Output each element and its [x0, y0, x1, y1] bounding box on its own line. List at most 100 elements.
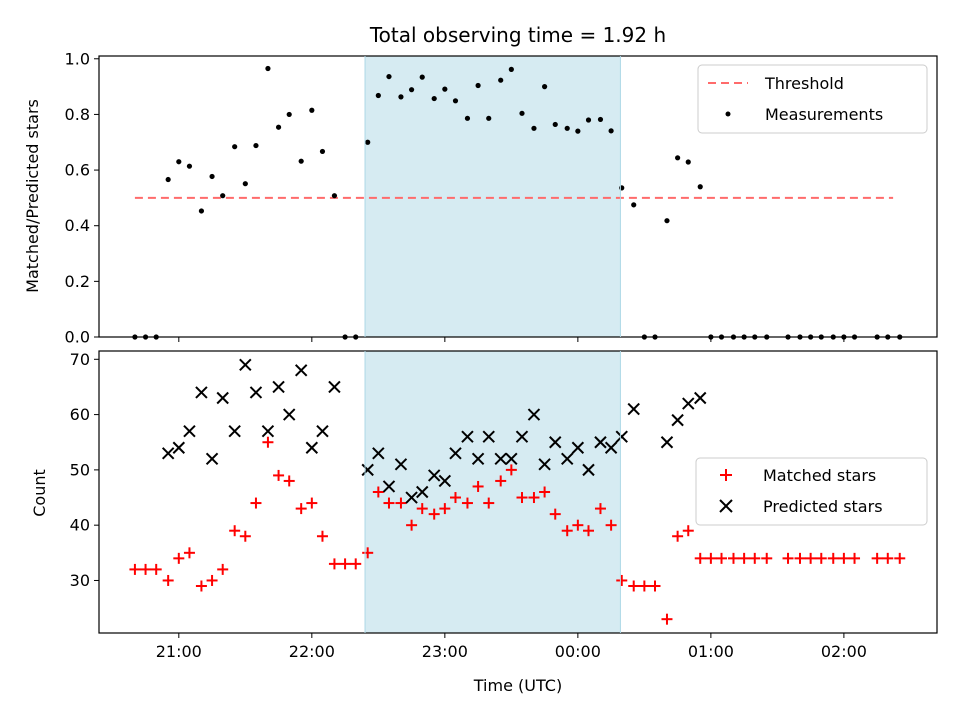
- predicted-star-point: [494, 452, 507, 466]
- predicted-star-point: [216, 391, 229, 405]
- y-tick-label: 0.4: [65, 216, 90, 235]
- measurement-point: [575, 128, 581, 134]
- matched-star-point: [206, 574, 218, 586]
- legend-matched-swatch: [720, 469, 732, 481]
- matched-star-point: [495, 475, 507, 487]
- predicted-star-point: [328, 380, 341, 394]
- predicted-star-point: [316, 424, 329, 438]
- measurement-point: [608, 128, 614, 134]
- measurement-point: [685, 159, 691, 165]
- predicted-star-point: [627, 402, 640, 416]
- measurement-point: [242, 181, 248, 187]
- predicted-star-point: [249, 386, 263, 399]
- measurement-point: [597, 116, 604, 123]
- predicted-star-point: [205, 452, 219, 466]
- measurement-point: [319, 148, 326, 155]
- matched-star-point: [761, 552, 773, 564]
- measurement-point: [398, 94, 404, 100]
- observing-window-shade-top: [365, 56, 621, 337]
- matched-star-point: [306, 497, 318, 509]
- y-tick-label: 1.0: [65, 49, 90, 68]
- measurement-point: [585, 117, 592, 123]
- measurement-point: [165, 176, 171, 183]
- matched-star-point: [549, 508, 561, 520]
- matched-star-point: [416, 503, 428, 515]
- measurement-point: [198, 208, 205, 214]
- matched-star-point: [794, 552, 806, 564]
- chart-title: Total observing time = 1.92 h: [369, 23, 666, 47]
- matched-star-point: [395, 497, 407, 509]
- predicted-star-point: [671, 413, 684, 427]
- matched-star-point: [539, 486, 551, 498]
- y-tick-label: 50: [70, 460, 90, 479]
- matched-star-point: [483, 497, 495, 509]
- predicted-star-point: [549, 436, 562, 449]
- x-tick-label: 22:00: [289, 642, 335, 661]
- matched-star-point: [339, 558, 351, 570]
- predicted-star-point: [161, 447, 175, 460]
- matched-star-point: [705, 552, 717, 564]
- measurement-point: [564, 125, 570, 131]
- measurement-point: [220, 193, 226, 199]
- predicted-star-point: [660, 436, 674, 449]
- matched-star-point: [262, 436, 274, 448]
- measurement-point: [309, 107, 315, 113]
- measurement-point: [531, 125, 537, 131]
- predicted-star-point: [527, 408, 541, 421]
- measurement-point: [475, 82, 481, 89]
- matched-star-point: [439, 503, 451, 515]
- matched-star-point: [849, 552, 861, 564]
- predicted-star-point: [172, 441, 186, 454]
- matched-star-point: [362, 547, 374, 559]
- measurement-point: [697, 184, 703, 190]
- bottom-panel: 30 40 50 60 70 21:00 22:00 23:00 00:00 01:00 02:00…: [30, 350, 938, 695]
- top-panel: 0.0 0.2 0.4 0.6 0.8 1.0 Matched/Predicted sta…: [23, 49, 938, 347]
- x-tick-label: 23:00: [422, 642, 468, 661]
- top-legend: Threshold Measurements: [697, 64, 928, 134]
- matched-star-point: [827, 552, 839, 564]
- predicted-star-point: [438, 474, 452, 488]
- matched-star-point: [461, 497, 473, 509]
- measurement-point: [431, 95, 437, 102]
- predicted-star-point: [294, 364, 308, 377]
- predicted-star-point: [427, 469, 441, 482]
- matched-star-point: [572, 519, 584, 531]
- matched-star-point: [140, 563, 152, 575]
- x-tick-label: 02:00: [821, 642, 867, 661]
- predicted-star-point: [416, 485, 429, 499]
- matched-star-point: [217, 563, 229, 575]
- measurement-point: [419, 74, 425, 80]
- matched-star-point: [838, 552, 850, 564]
- x-axis-label: Time (UTC): [473, 676, 562, 695]
- matched-star-point: [295, 503, 307, 515]
- measurement-point: [375, 92, 381, 99]
- matched-star-point: [183, 547, 195, 559]
- predicted-star-point: [571, 441, 585, 454]
- measurement-point: [232, 144, 238, 150]
- matched-star-point: [749, 552, 761, 564]
- matched-star-point: [129, 563, 141, 575]
- predicted-star-point: [394, 458, 408, 471]
- predicted-star-point: [594, 436, 607, 449]
- legend-predicted-label: Predicted stars: [763, 497, 883, 516]
- y-tick-label: 70: [70, 350, 90, 369]
- matched-star-point: [882, 552, 894, 564]
- bottom-panel-frame: [98, 350, 938, 634]
- measurement-point: [176, 159, 182, 165]
- matched-star-point: [150, 563, 162, 575]
- y-tick-label: 0.2: [65, 272, 90, 291]
- matched-star-point: [350, 558, 362, 570]
- measurement-point: [664, 218, 670, 224]
- predicted-star-point: [372, 447, 385, 460]
- predicted-star-point: [461, 430, 474, 443]
- predicted-star-point: [261, 424, 275, 438]
- matched-star-point: [273, 469, 285, 481]
- matched-star-point: [383, 497, 395, 509]
- matched-star-point: [815, 552, 827, 564]
- predicted-star-point: [471, 452, 485, 466]
- predicted-star-point: [538, 458, 551, 471]
- matched-star-point: [694, 552, 706, 564]
- measurement-point: [464, 115, 471, 121]
- bottom-y-axis-label: Count: [30, 469, 49, 517]
- matched-star-point: [250, 497, 262, 509]
